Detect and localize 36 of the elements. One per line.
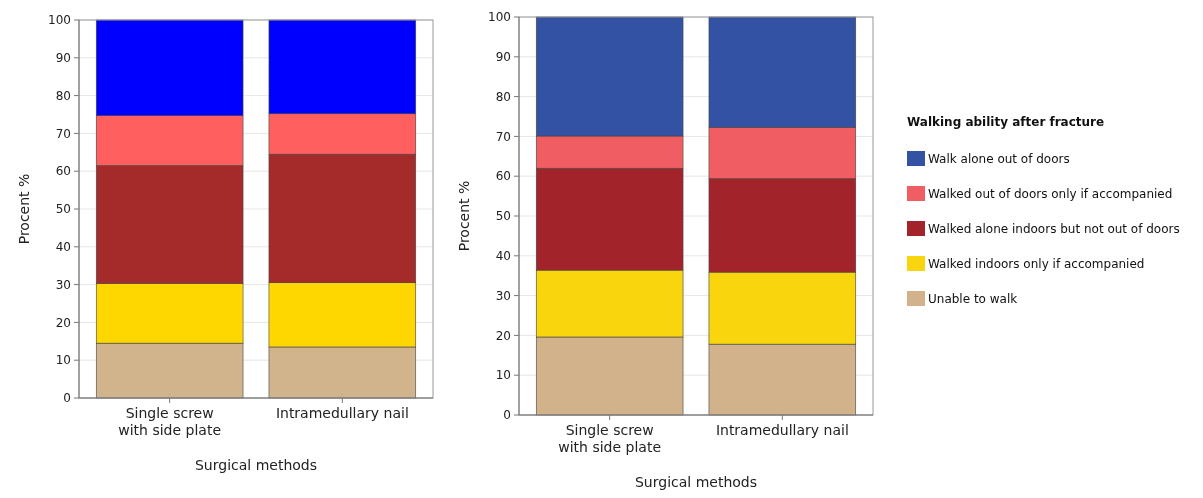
y-tick-label: 60 <box>55 164 71 179</box>
y-tick-label: 20 <box>495 328 511 343</box>
y-tick-label: 100 <box>48 13 71 28</box>
y-tick-label: 10 <box>55 353 71 368</box>
legend-label: Unable to walk <box>928 292 1018 306</box>
y-tick-label: 30 <box>495 288 511 303</box>
y-tick-label: 50 <box>495 209 511 224</box>
y-tick-label: 10 <box>495 368 511 383</box>
y-tick-label: 90 <box>55 51 71 65</box>
x-tick-label: Intramedullary nail <box>715 422 849 438</box>
y-axis-title: Procent % <box>16 173 32 245</box>
y-tick-label: 40 <box>55 240 71 254</box>
x-axis-title: Surgical methods <box>194 457 318 473</box>
y-tick-label: 90 <box>495 50 511 64</box>
y-tick-label: 80 <box>495 89 511 104</box>
x-tick-label: Intramedullary nail <box>275 405 409 421</box>
x-tick-label: Single screw with side plate <box>118 405 222 438</box>
x-axis-title: Surgical methods <box>634 474 758 490</box>
y-tick-label: 100 <box>488 10 511 25</box>
text: Walk alone out of doors <box>928 152 1070 166</box>
y-tick-label: 0 <box>63 391 71 406</box>
y-tick-label: 50 <box>55 202 71 217</box>
y-tick-label: 80 <box>55 88 71 103</box>
legend-label: Walked alone indoors but not out of doors <box>928 222 1180 236</box>
x-tick-label: Single screw with side plate <box>558 422 662 455</box>
y-tick-label: 20 <box>55 315 71 330</box>
y-tick-label: 40 <box>495 249 511 263</box>
y-tick-label: 30 <box>55 277 71 292</box>
legend-label: Walked indoors only if accompanied <box>928 257 1145 271</box>
y-tick-label: 70 <box>495 129 511 144</box>
y-axis-title: Procent % <box>456 180 472 252</box>
y-tick-label: 70 <box>55 126 71 141</box>
y-tick-label: 60 <box>495 169 511 184</box>
legend-title: Walking ability after fracture <box>907 115 1105 129</box>
legend-label: Walked out of doors only if accompanied <box>928 187 1173 201</box>
y-tick-label: 0 <box>503 408 511 423</box>
